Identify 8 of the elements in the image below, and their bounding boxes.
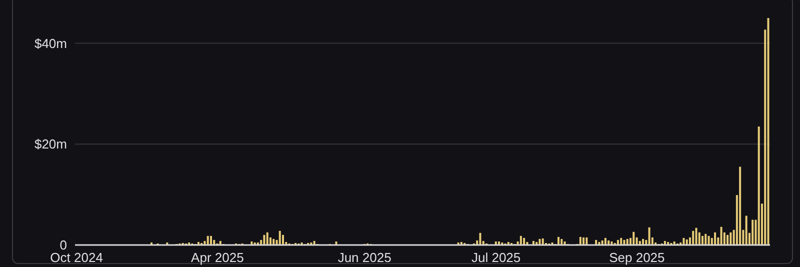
y-tick-label: 0 [60,238,67,253]
x-tick-label: Oct 2024 [50,250,103,266]
x-tick-label: Jun 2025 [338,250,392,266]
x-tick-label: Jul 2025 [471,250,521,266]
x-tick-label: Sep 2025 [609,250,665,266]
x-tick-label: Apr 2025 [191,250,244,266]
y-tick-label: $40m [34,36,67,51]
y-tick-label: $20m [34,136,67,152]
